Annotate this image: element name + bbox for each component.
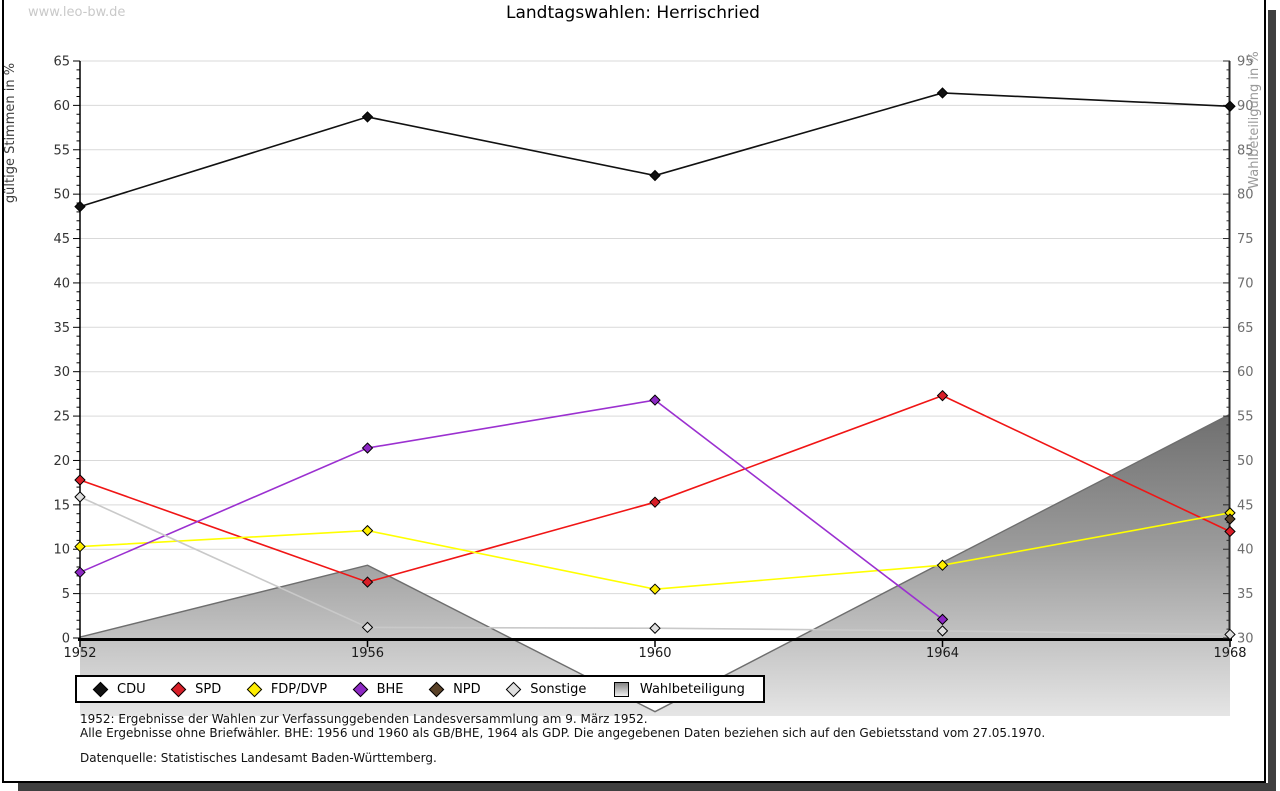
svg-text:50: 50 xyxy=(1237,454,1254,469)
footnote-1952: 1952: Ergebnisse der Wahlen zur Verfassu… xyxy=(80,712,648,726)
svg-text:0: 0 xyxy=(62,632,70,647)
data-source: Datenquelle: Statistisches Landesamt Bad… xyxy=(80,751,437,765)
svg-text:60: 60 xyxy=(53,99,70,114)
spd-marker-icon xyxy=(170,681,187,697)
legend-label: SPD xyxy=(195,681,222,697)
svg-text:65: 65 xyxy=(53,54,70,69)
svg-text:10: 10 xyxy=(53,543,70,558)
legend-item-fdp: FDP/DVP xyxy=(246,681,328,697)
svg-text:5: 5 xyxy=(62,587,70,602)
svg-text:40: 40 xyxy=(1237,543,1254,558)
legend-label: Sonstige xyxy=(530,681,587,697)
legend-item-npd: NPD xyxy=(428,681,481,697)
legend-label: CDU xyxy=(117,681,146,697)
legend-label: FDP/DVP xyxy=(270,681,328,697)
svg-text:35: 35 xyxy=(53,321,70,336)
legend-item-spd: SPD xyxy=(170,681,222,697)
svg-text:1960: 1960 xyxy=(638,646,671,661)
legend-item-cdu: CDU xyxy=(92,681,146,697)
svg-text:1956: 1956 xyxy=(351,646,384,661)
svg-text:55: 55 xyxy=(53,143,70,158)
svg-text:30: 30 xyxy=(53,365,70,380)
svg-text:70: 70 xyxy=(1237,276,1254,291)
svg-text:1968: 1968 xyxy=(1213,646,1246,661)
svg-text:85: 85 xyxy=(1237,143,1254,158)
fdp-marker-icon xyxy=(246,681,263,697)
svg-text:35: 35 xyxy=(1237,587,1254,602)
svg-text:65: 65 xyxy=(1237,321,1254,336)
svg-text:20: 20 xyxy=(53,454,70,469)
svg-text:30: 30 xyxy=(1237,632,1254,647)
svg-text:75: 75 xyxy=(1237,232,1254,247)
bhe-marker-icon xyxy=(352,681,368,697)
svg-text:1964: 1964 xyxy=(926,646,959,661)
legend-label: Wahlbeteiligung xyxy=(639,681,745,697)
footnotes: 1952: Ergebnisse der Wahlen zur Verfassu… xyxy=(80,712,1046,740)
sonstige-marker-icon xyxy=(505,681,522,697)
svg-text:60: 60 xyxy=(1237,365,1254,380)
svg-text:15: 15 xyxy=(53,498,70,513)
svg-text:1952: 1952 xyxy=(63,646,96,661)
wahlbeteiligung-area-icon xyxy=(613,681,629,697)
svg-text:95: 95 xyxy=(1237,54,1254,69)
cdu-marker-icon xyxy=(92,681,109,697)
chart-legend: CDU SPD FDP/DVP BHE NPD Sonstige Wahlbet… xyxy=(75,675,765,703)
legend-item-bhe: BHE xyxy=(352,681,404,697)
svg-text:Wahlbeteiligung in %: Wahlbeteiligung in % xyxy=(1247,51,1262,188)
svg-text:45: 45 xyxy=(1237,498,1254,513)
legend-item-sonstige: Sonstige xyxy=(505,681,587,697)
legend-item-wahlbeteiligung: Wahlbeteiligung xyxy=(613,681,745,697)
svg-text:80: 80 xyxy=(1237,188,1254,203)
svg-text:55: 55 xyxy=(1237,410,1254,425)
npd-marker-icon xyxy=(428,681,445,697)
svg-text:gültige Stimmen in %: gültige Stimmen in % xyxy=(3,63,18,203)
svg-text:25: 25 xyxy=(53,410,70,425)
legend-label: NPD xyxy=(453,681,481,697)
svg-text:45: 45 xyxy=(53,232,70,247)
watermark: www.leo-bw.de xyxy=(28,5,126,20)
frame-shadow-bottom xyxy=(18,783,1276,791)
svg-text:50: 50 xyxy=(53,188,70,203)
frame-shadow-right xyxy=(1268,10,1276,791)
svg-text:40: 40 xyxy=(53,276,70,291)
page-title: Landtagswahlen: Herrischried xyxy=(506,3,760,23)
svg-text:90: 90 xyxy=(1237,99,1254,114)
footnote-details: Alle Ergebnisse ohne Briefwähler. BHE: 1… xyxy=(80,725,1046,740)
legend-label: BHE xyxy=(376,681,404,697)
